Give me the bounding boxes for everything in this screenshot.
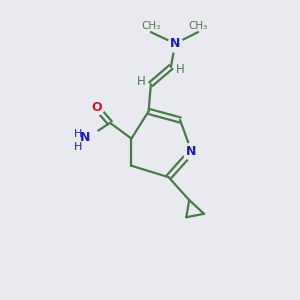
Text: H: H (176, 63, 184, 76)
Text: O: O (91, 100, 101, 114)
Text: N: N (170, 37, 180, 50)
Text: CH₃: CH₃ (141, 21, 160, 31)
Text: N: N (80, 131, 90, 145)
Text: H: H (74, 142, 83, 152)
Text: N: N (186, 145, 197, 158)
Text: H: H (137, 75, 146, 88)
Text: CH₃: CH₃ (188, 21, 208, 31)
Text: H: H (74, 129, 83, 139)
